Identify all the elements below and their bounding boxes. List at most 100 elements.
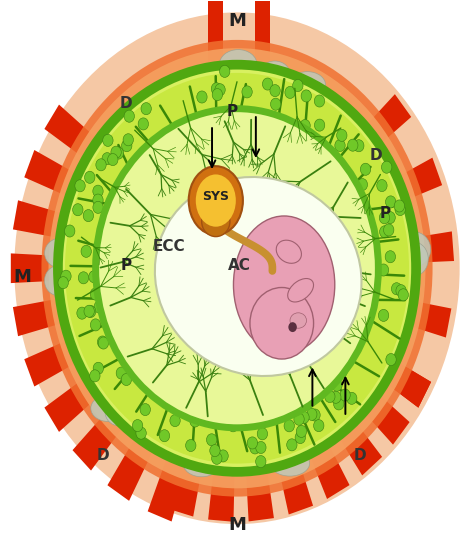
Ellipse shape	[396, 232, 431, 267]
Text: SYS: SYS	[202, 190, 229, 203]
Circle shape	[340, 389, 350, 401]
Ellipse shape	[328, 129, 358, 160]
Circle shape	[96, 159, 106, 171]
Circle shape	[215, 84, 225, 96]
Circle shape	[106, 327, 116, 340]
Circle shape	[378, 264, 389, 276]
Circle shape	[365, 234, 375, 247]
Ellipse shape	[228, 414, 267, 448]
Circle shape	[295, 431, 305, 444]
Ellipse shape	[348, 151, 375, 182]
Polygon shape	[108, 394, 175, 501]
Circle shape	[312, 374, 322, 387]
Circle shape	[331, 391, 341, 403]
Circle shape	[299, 411, 309, 424]
Circle shape	[84, 305, 94, 317]
Ellipse shape	[309, 389, 336, 418]
Circle shape	[247, 437, 257, 449]
Circle shape	[99, 222, 109, 234]
Ellipse shape	[290, 313, 307, 328]
Ellipse shape	[381, 223, 409, 248]
Circle shape	[332, 379, 342, 392]
Circle shape	[116, 367, 127, 379]
Circle shape	[382, 161, 392, 173]
Circle shape	[380, 226, 390, 238]
Ellipse shape	[327, 154, 366, 186]
Ellipse shape	[289, 415, 327, 442]
Text: D: D	[120, 96, 133, 111]
Polygon shape	[243, 420, 274, 521]
Circle shape	[108, 154, 118, 166]
Circle shape	[85, 305, 96, 317]
Circle shape	[386, 353, 396, 366]
Circle shape	[207, 434, 217, 446]
Ellipse shape	[60, 67, 414, 469]
Circle shape	[379, 212, 390, 224]
Polygon shape	[208, 421, 236, 521]
Circle shape	[284, 420, 294, 432]
Circle shape	[392, 283, 402, 295]
Ellipse shape	[98, 112, 376, 425]
Ellipse shape	[263, 316, 273, 331]
Ellipse shape	[288, 279, 313, 302]
Circle shape	[212, 88, 223, 101]
Circle shape	[193, 406, 203, 418]
Ellipse shape	[75, 201, 113, 236]
Circle shape	[90, 270, 100, 283]
Ellipse shape	[324, 111, 354, 141]
Circle shape	[89, 270, 99, 283]
Circle shape	[255, 456, 266, 468]
Circle shape	[377, 180, 387, 192]
Circle shape	[385, 212, 395, 223]
Circle shape	[121, 140, 132, 152]
Polygon shape	[333, 94, 411, 177]
Ellipse shape	[357, 313, 386, 342]
Ellipse shape	[248, 71, 287, 105]
Ellipse shape	[270, 451, 310, 476]
Circle shape	[242, 86, 252, 98]
Circle shape	[102, 153, 112, 165]
Circle shape	[325, 390, 335, 403]
Circle shape	[124, 168, 134, 180]
Ellipse shape	[259, 61, 291, 88]
Bar	[255, 2, 271, 254]
Ellipse shape	[257, 89, 292, 118]
Polygon shape	[347, 337, 431, 408]
Circle shape	[263, 78, 273, 90]
Ellipse shape	[278, 72, 309, 106]
Text: M: M	[228, 516, 246, 534]
Circle shape	[294, 413, 304, 425]
Circle shape	[64, 225, 75, 237]
Ellipse shape	[116, 392, 156, 420]
Circle shape	[104, 206, 115, 218]
Circle shape	[365, 237, 375, 249]
Circle shape	[111, 146, 121, 158]
Circle shape	[90, 288, 100, 300]
Circle shape	[135, 358, 145, 371]
Ellipse shape	[41, 40, 433, 497]
Ellipse shape	[74, 238, 110, 267]
Circle shape	[252, 119, 262, 132]
Circle shape	[97, 336, 108, 348]
Circle shape	[288, 322, 297, 332]
Circle shape	[395, 204, 405, 216]
Circle shape	[336, 367, 346, 379]
Circle shape	[378, 309, 389, 321]
Circle shape	[169, 398, 180, 410]
Polygon shape	[24, 320, 119, 387]
Circle shape	[310, 409, 320, 421]
Circle shape	[281, 127, 292, 139]
Circle shape	[349, 185, 359, 197]
Ellipse shape	[84, 169, 116, 197]
Polygon shape	[356, 158, 442, 218]
Circle shape	[210, 445, 220, 457]
Circle shape	[279, 128, 290, 140]
Circle shape	[81, 246, 91, 257]
Circle shape	[394, 200, 405, 212]
Ellipse shape	[336, 126, 371, 159]
Polygon shape	[368, 231, 454, 265]
Polygon shape	[347, 337, 431, 408]
Circle shape	[310, 385, 320, 397]
Ellipse shape	[48, 48, 426, 488]
Ellipse shape	[276, 240, 301, 263]
